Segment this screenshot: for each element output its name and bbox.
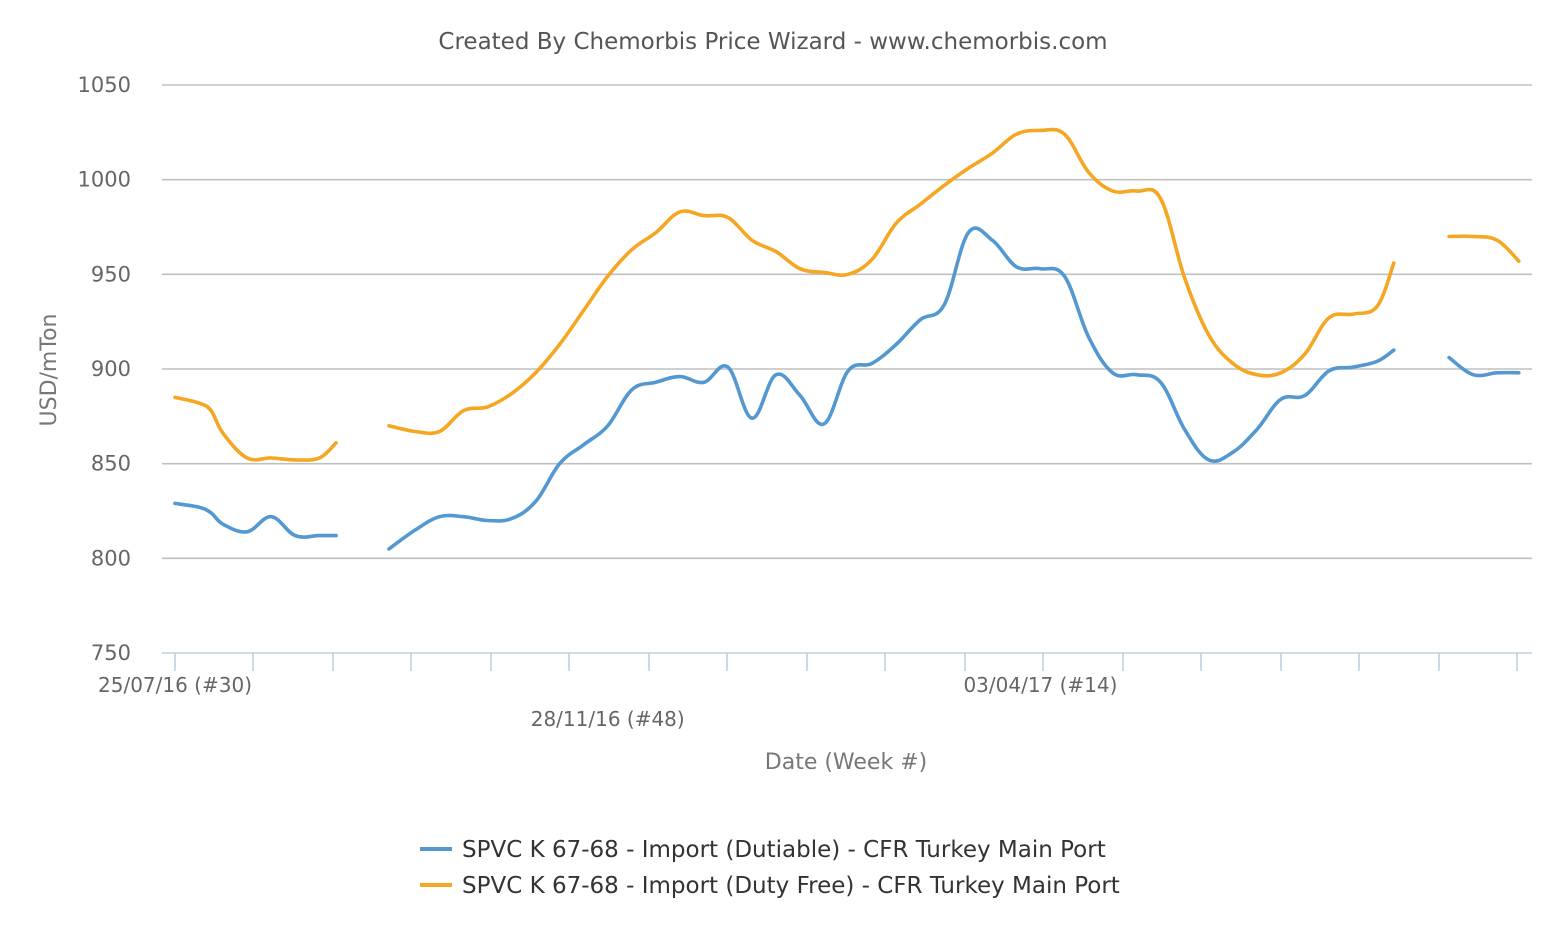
y-tick-label: 1000 (78, 168, 131, 192)
gridlines (162, 84, 1532, 560)
series-line-segment (387, 127, 1396, 436)
y-tick-label: 1050 (78, 73, 131, 97)
y-tick-label: 950 (91, 262, 131, 286)
chart-title: Created By Chemorbis Price Wizard - www.… (438, 29, 1107, 55)
legend: SPVC K 67-68 - Import (Dutiable) - CFR T… (420, 837, 1120, 899)
y-axis-ticks: 750 800 850 900 950 1000 1050 (78, 73, 131, 665)
x-tick-label: 03/04/17 (#14) (963, 673, 1117, 697)
x-tick-label: 25/07/16 (#30) (98, 673, 252, 697)
series-line-segment (1447, 234, 1521, 263)
y-axis-title: USD/mTon (37, 314, 62, 427)
series-lines (173, 127, 1521, 551)
series-2 (173, 127, 1521, 462)
x-axis-title: Date (Week #) (765, 750, 927, 775)
y-tick-label: 900 (91, 357, 131, 381)
y-tick-label: 850 (91, 452, 131, 476)
series-1 (173, 226, 1521, 551)
series-line-segment (387, 226, 1396, 551)
legend-label: SPVC K 67-68 - Import (Duty Free) - CFR … (462, 873, 1120, 899)
series-line-segment (1447, 355, 1521, 378)
y-tick-label: 800 (91, 546, 131, 570)
legend-label: SPVC K 67-68 - Import (Dutiable) - CFR T… (462, 837, 1106, 863)
x-tick-label: 28/11/16 (#48) (531, 707, 685, 731)
y-tick-label: 750 (91, 641, 131, 665)
x-axis: 25/07/16 (#30) 28/11/16 (#48) 03/04/17 (#1… (98, 652, 1532, 731)
series-line-segment (173, 395, 338, 462)
series-line-segment (173, 501, 338, 539)
